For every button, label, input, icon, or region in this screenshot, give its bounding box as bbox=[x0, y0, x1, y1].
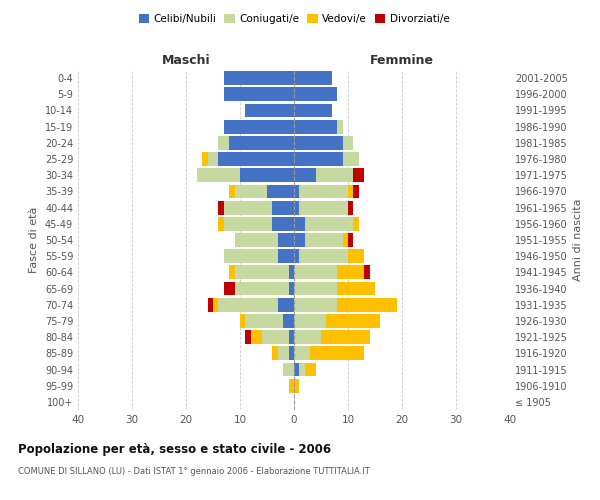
Bar bbox=[294, 71, 332, 85]
Bar bbox=[278, 298, 294, 312]
Bar bbox=[278, 233, 294, 247]
Bar bbox=[294, 282, 337, 296]
Bar bbox=[294, 233, 305, 247]
Bar bbox=[343, 152, 359, 166]
Bar bbox=[262, 330, 289, 344]
Bar bbox=[353, 184, 359, 198]
Bar bbox=[289, 266, 294, 280]
Bar bbox=[294, 298, 337, 312]
Bar bbox=[299, 200, 348, 214]
Bar bbox=[305, 362, 316, 376]
Bar bbox=[337, 120, 343, 134]
Text: Femmine: Femmine bbox=[370, 54, 434, 67]
Bar bbox=[235, 233, 278, 247]
Bar bbox=[321, 330, 370, 344]
Bar bbox=[272, 217, 294, 230]
Bar bbox=[294, 184, 299, 198]
Bar bbox=[224, 120, 294, 134]
Bar bbox=[353, 217, 359, 230]
Bar bbox=[289, 346, 294, 360]
Bar bbox=[294, 250, 299, 263]
Bar bbox=[299, 362, 305, 376]
Bar bbox=[235, 282, 289, 296]
Bar bbox=[294, 136, 343, 149]
Bar bbox=[283, 314, 294, 328]
Bar bbox=[229, 266, 235, 280]
Bar bbox=[294, 330, 321, 344]
Bar bbox=[224, 282, 235, 296]
Bar bbox=[245, 330, 251, 344]
Bar bbox=[235, 266, 289, 280]
Bar bbox=[294, 168, 316, 182]
Bar bbox=[229, 136, 294, 149]
Bar bbox=[294, 152, 343, 166]
Bar bbox=[299, 184, 348, 198]
Bar bbox=[337, 266, 364, 280]
Bar bbox=[218, 136, 229, 149]
Bar bbox=[224, 217, 272, 230]
Bar bbox=[326, 314, 380, 328]
Bar bbox=[289, 379, 294, 392]
Bar bbox=[283, 362, 294, 376]
Bar bbox=[348, 200, 353, 214]
Bar bbox=[224, 71, 294, 85]
Bar bbox=[224, 200, 272, 214]
Bar bbox=[294, 200, 299, 214]
Bar bbox=[353, 168, 364, 182]
Y-axis label: Anni di nascita: Anni di nascita bbox=[573, 198, 583, 281]
Bar bbox=[337, 282, 375, 296]
Bar bbox=[305, 217, 353, 230]
Y-axis label: Fasce di età: Fasce di età bbox=[29, 207, 39, 273]
Bar bbox=[267, 184, 294, 198]
Bar bbox=[213, 298, 218, 312]
Bar bbox=[218, 152, 294, 166]
Bar bbox=[294, 120, 337, 134]
Bar bbox=[294, 266, 337, 280]
Bar bbox=[294, 362, 299, 376]
Bar bbox=[364, 266, 370, 280]
Bar bbox=[272, 200, 294, 214]
Bar bbox=[218, 200, 224, 214]
Bar bbox=[272, 346, 278, 360]
Bar bbox=[348, 233, 353, 247]
Bar bbox=[224, 250, 278, 263]
Bar bbox=[294, 346, 310, 360]
Bar bbox=[343, 136, 353, 149]
Legend: Celibi/Nubili, Coniugati/e, Vedovi/e, Divorziati/e: Celibi/Nubili, Coniugati/e, Vedovi/e, Di… bbox=[134, 10, 454, 29]
Bar bbox=[343, 233, 348, 247]
Bar bbox=[337, 298, 397, 312]
Bar bbox=[294, 104, 332, 118]
Bar bbox=[294, 217, 305, 230]
Bar bbox=[240, 168, 294, 182]
Bar bbox=[218, 217, 224, 230]
Bar bbox=[229, 184, 235, 198]
Bar bbox=[289, 282, 294, 296]
Bar bbox=[289, 330, 294, 344]
Bar bbox=[294, 379, 299, 392]
Bar bbox=[208, 152, 218, 166]
Bar bbox=[278, 346, 289, 360]
Bar bbox=[316, 168, 353, 182]
Text: COMUNE DI SILLANO (LU) - Dati ISTAT 1° gennaio 2006 - Elaborazione TUTTITALIA.IT: COMUNE DI SILLANO (LU) - Dati ISTAT 1° g… bbox=[18, 468, 370, 476]
Bar bbox=[208, 298, 213, 312]
Bar bbox=[240, 314, 245, 328]
Bar bbox=[245, 314, 283, 328]
Bar bbox=[245, 104, 294, 118]
Bar bbox=[278, 250, 294, 263]
Text: Popolazione per età, sesso e stato civile - 2006: Popolazione per età, sesso e stato civil… bbox=[18, 442, 331, 456]
Bar bbox=[305, 233, 343, 247]
Bar bbox=[294, 88, 337, 101]
Text: Maschi: Maschi bbox=[161, 54, 211, 67]
Bar bbox=[224, 88, 294, 101]
Bar bbox=[348, 184, 353, 198]
Bar bbox=[197, 168, 240, 182]
Bar bbox=[251, 330, 262, 344]
Bar bbox=[202, 152, 208, 166]
Bar bbox=[218, 298, 278, 312]
Bar bbox=[235, 184, 267, 198]
Bar bbox=[348, 250, 364, 263]
Bar bbox=[310, 346, 364, 360]
Bar bbox=[299, 250, 348, 263]
Bar bbox=[294, 314, 326, 328]
